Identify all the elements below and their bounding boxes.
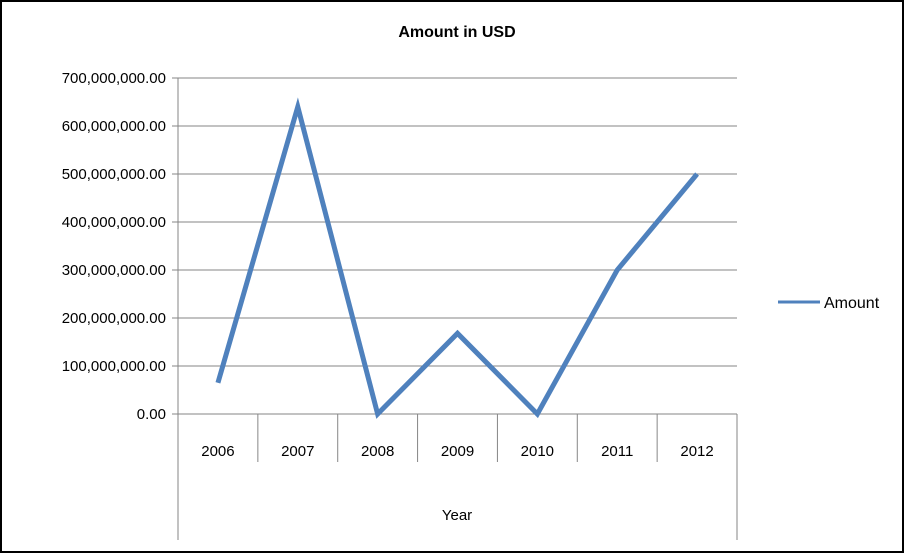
legend-label: Amount bbox=[824, 295, 880, 312]
series-layer bbox=[215, 97, 699, 419]
chart-title: Amount in USD bbox=[398, 24, 515, 41]
x-tick-label: 2011 bbox=[601, 443, 633, 460]
x-tick-label: 2008 bbox=[361, 443, 394, 460]
y-tick-label: 100,000,000.00 bbox=[62, 358, 166, 375]
x-axis: 2006 2007 2008 2009 2010 2011 2012 bbox=[177, 413, 738, 540]
legend: Amount bbox=[778, 295, 880, 312]
y-axis: 0.00 100,000,000.00 200,000,000.00 300,000,… bbox=[62, 70, 179, 423]
x-tick-label: 2012 bbox=[680, 443, 713, 460]
y-tick-label: 400,000,000.00 bbox=[62, 214, 166, 231]
x-tick-label: 2009 bbox=[441, 443, 474, 460]
y-tick-label: 300,000,000.00 bbox=[62, 262, 166, 279]
y-tick-label: 0.00 bbox=[137, 406, 166, 423]
y-tick-label: 500,000,000.00 bbox=[62, 166, 166, 183]
y-tick-label: 200,000,000.00 bbox=[62, 310, 166, 327]
x-tick-label: 2006 bbox=[201, 443, 234, 460]
x-tick-label: 2010 bbox=[521, 443, 554, 460]
x-axis-title: Year bbox=[442, 507, 472, 524]
y-tick-label: 600,000,000.00 bbox=[62, 118, 166, 135]
x-tick-label: 2007 bbox=[281, 443, 314, 460]
y-tick-label: 700,000,000.00 bbox=[62, 70, 166, 87]
series-line-amount bbox=[215, 97, 699, 419]
